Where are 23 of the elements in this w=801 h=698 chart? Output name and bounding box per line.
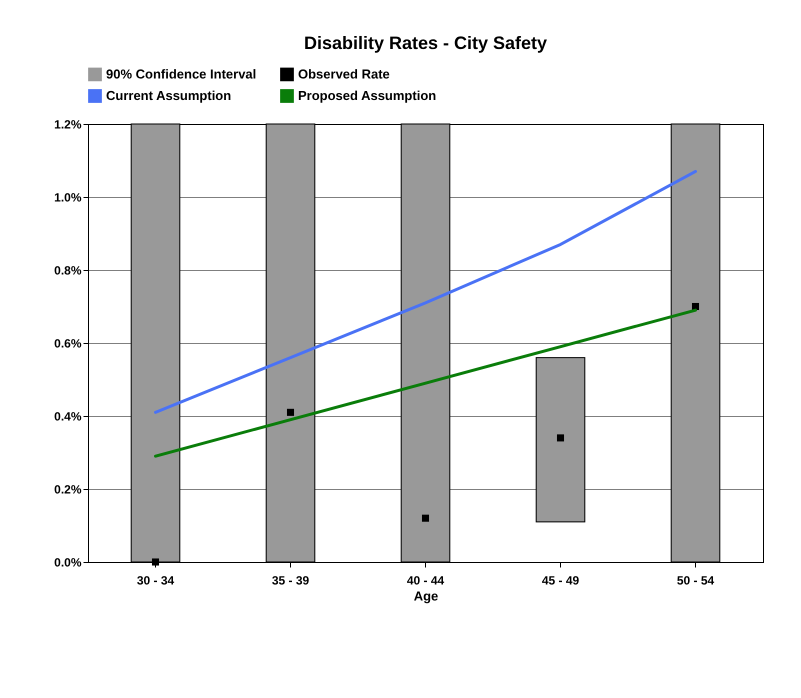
y-tick-label: 0.2% bbox=[54, 482, 82, 496]
legend-label: Proposed Assumption bbox=[298, 88, 436, 103]
x-tick-label: 35 - 39 bbox=[272, 574, 310, 588]
x-tick-label: 40 - 44 bbox=[406, 574, 445, 588]
y-tick-label: 1.0% bbox=[54, 190, 82, 204]
y-tick-label: 0.8% bbox=[54, 264, 82, 278]
x-axis-title: Age bbox=[414, 588, 438, 604]
point bbox=[422, 514, 430, 522]
y-tick-label: 0.4% bbox=[54, 410, 82, 424]
legend-label: Observed Rate bbox=[298, 66, 390, 82]
legend-label: 90% Confidence Interval bbox=[106, 66, 256, 82]
point bbox=[286, 408, 294, 416]
chart-title: Disability Rates - City Safety bbox=[304, 33, 548, 53]
point bbox=[152, 558, 160, 566]
y-tick-label: 0.6% bbox=[54, 336, 82, 350]
line-series bbox=[154, 170, 697, 414]
y-tick-label: 1.2% bbox=[54, 118, 82, 132]
x-tick-label: 30 - 34 bbox=[136, 574, 175, 588]
y-tick-label: 0.0% bbox=[54, 556, 82, 570]
legend-label: Current Assumption bbox=[106, 88, 232, 103]
point bbox=[556, 434, 564, 442]
x-tick-label: 45 - 49 bbox=[542, 574, 580, 588]
x-tick-label: 50 - 54 bbox=[676, 574, 715, 588]
